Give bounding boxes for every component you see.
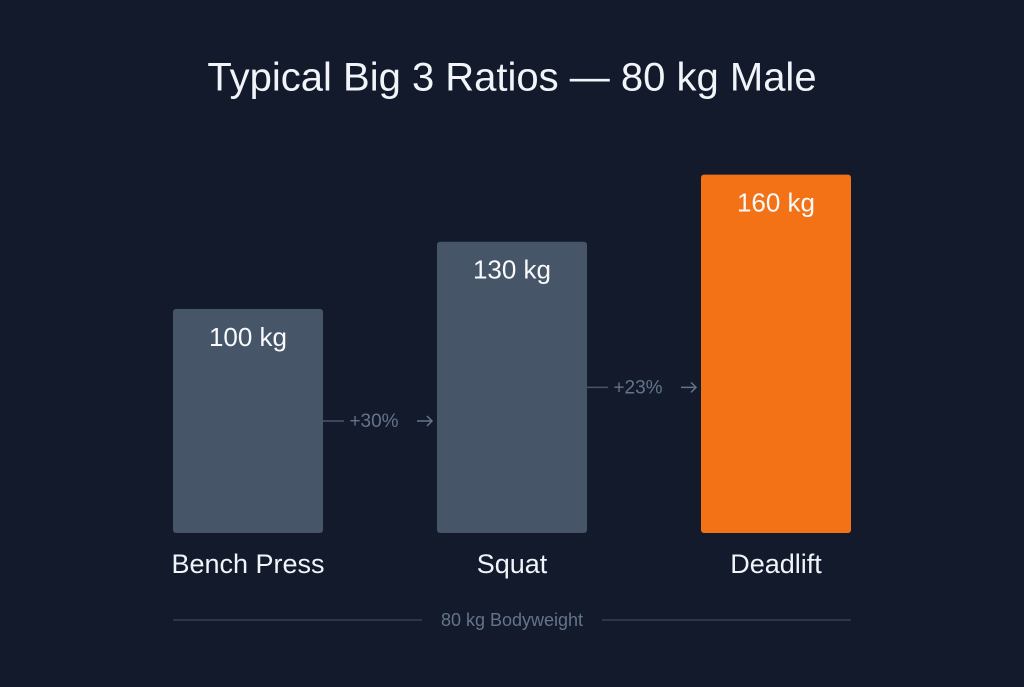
annotation-arrow bbox=[417, 415, 434, 427]
x-tick-label: Squat bbox=[477, 549, 548, 579]
bar bbox=[173, 309, 323, 533]
bar bbox=[701, 174, 851, 533]
x-tick-label: Deadlift bbox=[730, 549, 822, 579]
annotation-arrow bbox=[681, 381, 698, 393]
value-label: 130 kg bbox=[473, 255, 551, 285]
value-label: 100 kg bbox=[209, 322, 287, 352]
x-tick-label: Bench Press bbox=[171, 549, 324, 579]
footnote: 80 kg Bodyweight bbox=[441, 610, 583, 630]
annotation: +23% bbox=[613, 377, 662, 398]
annotation: +30% bbox=[349, 411, 398, 432]
bar bbox=[437, 241, 587, 534]
chart-title: Typical Big 3 Ratios — 80 kg Male bbox=[207, 56, 816, 100]
value-label: 160 kg bbox=[737, 187, 815, 217]
